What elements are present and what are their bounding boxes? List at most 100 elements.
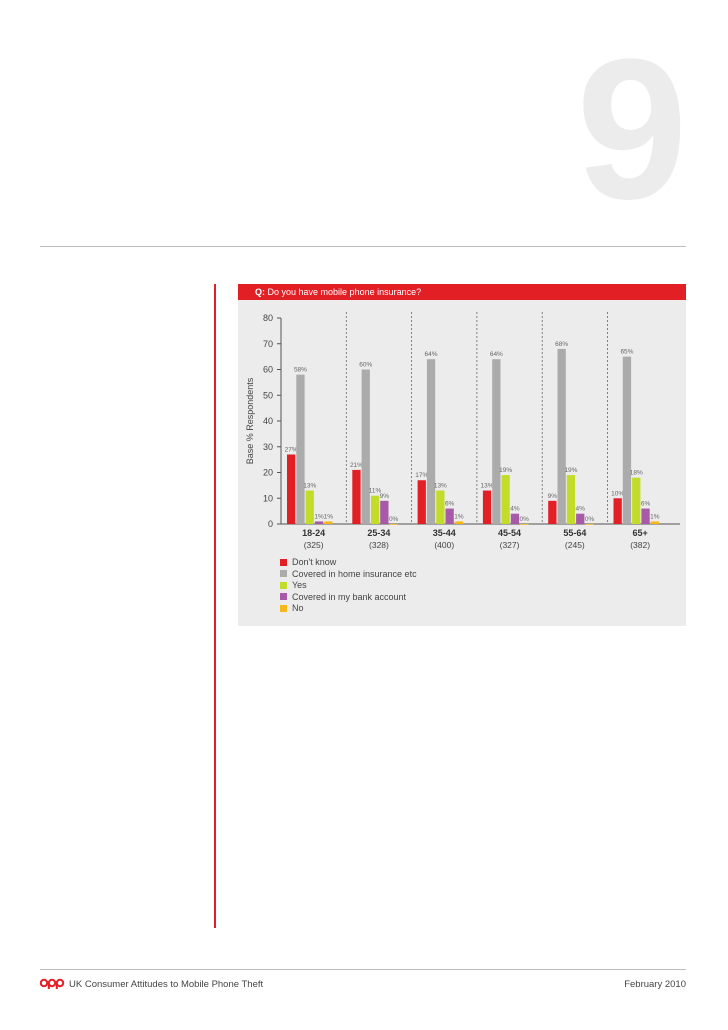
x-category-base: (382) [630,540,650,550]
bar-5-group-6 [650,521,659,524]
question-bar: Q: Do you have mobile phone insurance? [238,284,686,300]
y-tick-label: 80 [263,313,273,323]
bar-4-group-1 [314,521,324,524]
data-label: 1% [324,513,334,520]
data-label: 17% [415,472,428,479]
chart-legend: Don't know Covered in home insurance etc… [280,557,417,615]
bar-3-group-1 [305,490,314,524]
bar-4-group-6 [641,508,650,524]
chart-panel [238,300,686,626]
x-category-base: (327) [500,540,520,550]
data-label: 1% [314,513,324,520]
x-category-base: (325) [304,540,324,550]
x-category-label: 55-64 [563,528,586,538]
bottom-divider [40,969,686,970]
data-label: 0% [585,516,595,523]
data-label: 60% [359,362,372,369]
data-label: 27% [285,446,298,453]
y-axis-title: Base % Respondents [245,377,255,464]
data-label: 10% [611,490,624,497]
margin-accent-line [214,284,216,928]
bar-3-group-2 [370,495,380,524]
bar-3-group-5 [566,475,576,524]
top-divider [40,246,686,247]
legend-swatch [280,558,287,566]
legend-swatch [280,593,287,600]
data-label: 6% [641,501,651,508]
footer-date: February 2010 [624,979,686,990]
bar-1-group-6 [613,498,622,524]
bar-1-group-2 [352,469,361,524]
bar-3-group-6 [632,477,641,524]
legend-item-covered-bank: Covered in my bank account [280,592,417,604]
x-category-label: 18-24 [302,528,325,538]
bar-4-group-4 [510,513,520,524]
bar-5-group-2 [389,524,398,525]
legend-item-covered-home: Covered in home insurance etc [280,569,417,581]
bar-2-group-5 [557,348,566,524]
page-number: 9 [576,18,688,241]
bar-1-group-3 [417,480,426,524]
legend-item-yes: Yes [280,580,417,592]
data-label: 13% [481,483,494,490]
legend-swatch [280,604,287,612]
bar-2-group-4 [492,359,501,524]
data-label: 64% [425,351,438,358]
data-label: 1% [650,513,660,520]
legend-swatch [280,570,287,577]
data-label: 64% [490,351,503,358]
x-category-label: 65+ [633,528,648,538]
data-label: 58% [294,367,307,374]
data-label: 9% [548,493,558,500]
x-category-label: 45-54 [498,528,521,538]
bar-1-group-1 [287,454,296,524]
data-label: 1% [454,513,464,520]
data-label: 6% [445,501,455,508]
data-label: 19% [499,467,512,474]
legend-item-no: No [280,603,417,615]
question-text: Do you have mobile phone insurance? [267,287,422,297]
data-label: 19% [564,467,577,474]
y-tick-label: 50 [263,390,273,400]
bar-1-group-4 [482,490,492,524]
bar-1-group-5 [548,500,557,524]
data-label: 4% [576,506,586,513]
bar-2-group-1 [296,374,305,524]
bar-5-group-5 [585,524,594,525]
data-label: 13% [303,483,316,490]
y-tick-label: 30 [263,442,273,452]
legend-swatch [280,581,287,589]
bar-5-group-1 [324,521,333,524]
bar-4-group-2 [380,500,389,524]
y-tick-label: 10 [263,493,273,503]
y-tick-label: 20 [263,468,273,478]
x-category-base: (400) [434,540,454,550]
data-label: 0% [389,516,399,523]
y-tick-label: 60 [263,365,273,375]
bar-4-group-3 [445,508,454,524]
cpp-logo-icon [40,978,65,989]
bar-5-group-4 [520,524,529,525]
data-label: 21% [350,462,363,469]
data-label: 68% [555,341,568,348]
data-label: 18% [630,470,643,477]
data-label: 11% [369,488,382,495]
y-tick-label: 70 [263,339,273,349]
y-tick-label: 0 [268,519,273,529]
data-label: 4% [510,506,520,513]
footer-title: UK Consumer Attitudes to Mobile Phone Th… [69,979,264,990]
y-tick-label: 40 [263,416,273,426]
x-category-label: 25-34 [367,528,390,538]
x-category-base: (328) [369,540,389,550]
bar-3-group-3 [436,490,445,524]
data-label: 13% [434,483,447,490]
x-category-base: (245) [565,540,585,550]
question-prefix: Q: [255,287,265,297]
data-label: 9% [380,493,390,500]
data-label: 65% [620,349,633,356]
x-category-label: 35-44 [433,528,456,538]
bar-4-group-5 [576,513,585,524]
bar-2-group-6 [622,356,632,524]
bar-3-group-4 [501,475,510,524]
